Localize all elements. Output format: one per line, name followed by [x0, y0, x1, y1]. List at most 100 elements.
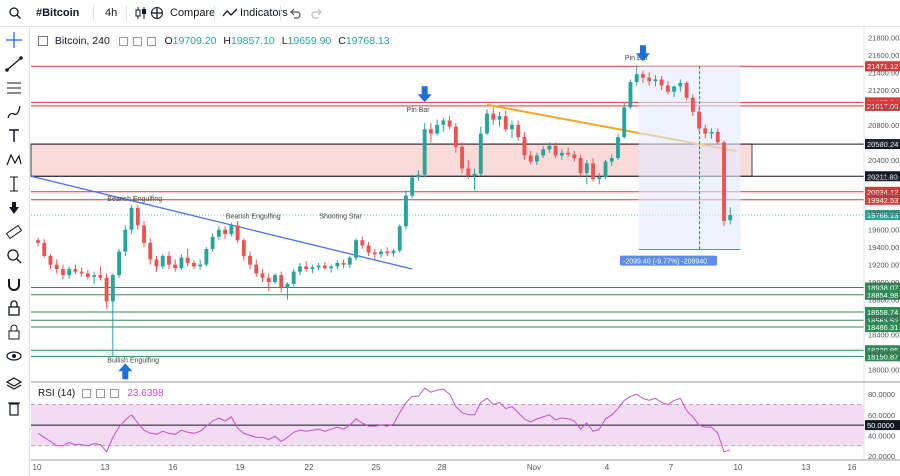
- zoom-icon[interactable]: [4, 246, 24, 266]
- candle-body: [410, 177, 415, 196]
- candle-body: [85, 273, 90, 277]
- price-tick-label: 20400.00: [868, 156, 899, 165]
- price-tick-label: 18400.00: [868, 331, 899, 340]
- series-name: Bitcoin, 240: [54, 35, 110, 47]
- time-tick-label: 19: [236, 463, 245, 472]
- trash-icon[interactable]: [4, 398, 24, 418]
- eye-icon[interactable]: [4, 346, 24, 366]
- pattern-label: Bullish Engulfing: [107, 358, 159, 365]
- legend-settings-icon[interactable]: [118, 36, 128, 46]
- rsi-tick-label: 40.0000: [868, 431, 895, 440]
- symbol-search-icon[interactable]: [8, 0, 22, 26]
- time-tick-label: 7: [669, 463, 674, 472]
- candle-body: [684, 82, 689, 98]
- layers-icon[interactable]: [4, 374, 24, 394]
- legend-hide-icon[interactable]: [132, 36, 142, 46]
- candle-body: [447, 120, 452, 127]
- candle-body: [559, 152, 564, 156]
- lock-icon[interactable]: [4, 298, 24, 318]
- redo-icon[interactable]: [311, 0, 323, 26]
- lock-drawings-icon[interactable]: [4, 322, 24, 342]
- magnet-icon[interactable]: [4, 274, 24, 294]
- compare-icon[interactable]: [150, 0, 164, 26]
- price-level-label: 18150.87: [867, 352, 898, 361]
- brush-icon[interactable]: [4, 102, 24, 122]
- prediction-icon[interactable]: [4, 174, 24, 194]
- price-level-tag: [865, 61, 900, 72]
- candle-body: [366, 245, 371, 253]
- price-tick-label: 21200.00: [868, 86, 899, 95]
- pattern-icon[interactable]: [4, 150, 24, 170]
- rsi-line: [37, 387, 731, 453]
- ruler-icon[interactable]: [4, 222, 24, 242]
- candle-body: [379, 251, 383, 255]
- candle-body: [42, 242, 47, 256]
- undo-icon[interactable]: [289, 0, 301, 26]
- price-level-label: 21017.00: [867, 102, 898, 111]
- candle-body: [198, 264, 203, 267]
- price-tick-label: 20200.00: [868, 173, 899, 182]
- candle-body: [634, 74, 639, 83]
- time-tick-label: Nov: [527, 463, 541, 472]
- candle-body: [235, 225, 240, 241]
- candle-body: [167, 255, 171, 265]
- symbol-name[interactable]: #Bitcoin: [36, 7, 80, 19]
- divider: [93, 5, 94, 21]
- candle-body: [566, 152, 571, 155]
- candle-body: [285, 283, 290, 288]
- candle-body: [67, 269, 72, 276]
- indicators-icon[interactable]: [222, 0, 238, 26]
- price-level-tag: [865, 100, 900, 111]
- candle-body: [61, 269, 65, 276]
- text-tool-icon[interactable]: [4, 126, 24, 146]
- candle-body: [678, 82, 683, 87]
- candle-body: [79, 271, 84, 274]
- candle-body: [503, 116, 508, 130]
- fib-icon[interactable]: [4, 78, 24, 98]
- candle-body: [48, 255, 53, 265]
- candle-body: [54, 264, 59, 270]
- candle-body: [241, 240, 246, 256]
- candle-body: [584, 163, 589, 173]
- compare-button[interactable]: Compare: [170, 7, 216, 19]
- price-level-label: 18563.52: [867, 316, 898, 325]
- rsi-value: 23.6398: [127, 388, 164, 399]
- candle-style-icon[interactable]: [135, 0, 147, 26]
- candle-body: [510, 124, 514, 130]
- candle-body: [372, 252, 377, 255]
- candle-body: [491, 113, 496, 120]
- open-value: 19709.20: [172, 35, 217, 47]
- candle-body: [160, 255, 165, 267]
- collapse-icon[interactable]: [38, 36, 48, 47]
- candle-body: [329, 266, 334, 269]
- rsi-close-icon[interactable]: [109, 388, 119, 398]
- candle-body: [210, 236, 215, 249]
- candle-body: [709, 131, 714, 134]
- price-tick-label: 18600.00: [868, 313, 899, 322]
- candle-body: [260, 273, 265, 278]
- trendline-icon[interactable]: [4, 54, 24, 74]
- candle-body: [591, 163, 595, 180]
- candle-body: [603, 161, 608, 178]
- price-level-label: 20034.12: [867, 188, 898, 197]
- candle-body: [179, 257, 184, 269]
- candle-body: [460, 146, 465, 169]
- legend-close-icon[interactable]: [146, 36, 156, 46]
- indicators-button[interactable]: Indicators: [240, 7, 288, 19]
- candle-body: [722, 142, 726, 221]
- candle-body: [522, 137, 527, 156]
- candle-body: [135, 207, 140, 226]
- time-tick-label: 16: [848, 463, 857, 472]
- price-tick-label: 21400.00: [868, 68, 899, 77]
- candle-body: [360, 240, 365, 246]
- high-value: 19857.10: [230, 35, 275, 47]
- time-tick-label: 28: [438, 463, 447, 472]
- rsi-settings-icon[interactable]: [82, 388, 92, 398]
- interval-button[interactable]: 4h: [105, 7, 118, 19]
- crosshair-icon[interactable]: [4, 30, 24, 50]
- measure-label-box: [620, 255, 717, 266]
- rsi-tick-label: 50.0000: [867, 421, 894, 430]
- rsi-hide-icon[interactable]: [95, 388, 105, 398]
- arrow-down-icon[interactable]: [4, 198, 24, 218]
